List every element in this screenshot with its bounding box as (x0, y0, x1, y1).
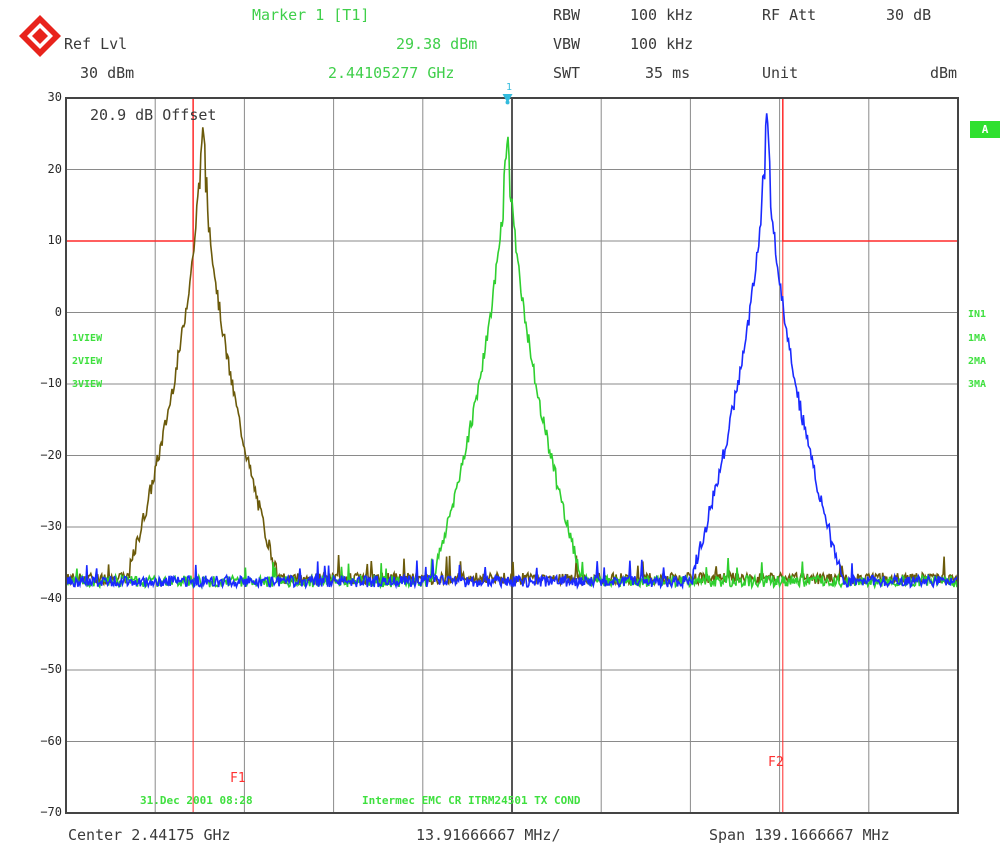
marker-label: Marker 1 [T1] (252, 6, 370, 24)
plot-frame (65, 97, 959, 814)
rf-att-value: 30 dB (886, 6, 932, 24)
center-frequency: Center 2.44175 GHz (68, 826, 231, 844)
traces (65, 113, 959, 590)
rf-att-label: RF Att (762, 6, 817, 24)
f1-label: F1 (230, 771, 246, 786)
y-tick-label: −20 (40, 447, 62, 462)
y-tick-label: −50 (40, 662, 62, 676)
trace-mode-1ma: 1MA (968, 333, 987, 344)
rbw-value: 100 kHz (630, 6, 694, 24)
unit-label: Unit (762, 64, 799, 82)
marker-frequency: 2.44105277 GHz (328, 64, 455, 82)
trace-1 (65, 127, 959, 588)
unit-value: dBm (930, 64, 958, 82)
y-tick-label: 30 (47, 90, 62, 104)
ref-lvl-label: Ref Lvl (64, 35, 128, 53)
frequency-span: Span 139.1666667 MHz (709, 826, 890, 844)
rbw-label: RBW (553, 6, 581, 24)
y-tick-label: 0 (54, 304, 62, 319)
swt-label: SWT (553, 64, 581, 82)
marker-triangle (502, 94, 513, 103)
plot-title: Intermec EMC CR ITRM24501 TX COND (362, 794, 581, 807)
trace-mode-3view: 3VIEW (72, 379, 103, 390)
swt-value: 35 ms (645, 64, 691, 82)
rohde-schwarz-logo (19, 15, 61, 57)
y-tick-label: −60 (40, 733, 62, 748)
marker (502, 94, 513, 105)
f2-label: F2 (768, 755, 784, 770)
trace-mode-2ma: 2MA (968, 356, 987, 367)
y-tick-label: −70 (40, 805, 62, 819)
ref-lvl-value: 30 dBm (80, 64, 135, 82)
trace-3 (65, 113, 959, 590)
frequency-per-division: 13.91666667 MHz/ (416, 826, 561, 844)
trace-a-badge: A (970, 121, 1000, 138)
y-tick-label: 10 (47, 233, 62, 247)
marker-level: 29.38 dBm (396, 35, 478, 53)
vbw-label: VBW (553, 35, 581, 53)
trace-input-in1: IN1 (968, 309, 987, 320)
y-tick-label: −40 (40, 590, 62, 605)
plot-border (65, 97, 959, 814)
trace-mode-3ma: 3MA (968, 379, 987, 390)
vbw-value: 100 kHz (630, 35, 694, 53)
offset-note: 20.9 dB Offset (90, 106, 217, 124)
date-stamp: 31.Dec 2001 08:28 (140, 794, 253, 807)
marker-point (505, 100, 510, 105)
marker-number: 1 (506, 82, 513, 93)
y-tick-label: 20 (47, 161, 62, 176)
trace-mode-1view: 1VIEW (72, 333, 103, 344)
trace-mode-2view: 2VIEW (72, 356, 103, 367)
y-tick-label: −30 (40, 519, 62, 533)
y-tick-label: −10 (40, 376, 62, 390)
